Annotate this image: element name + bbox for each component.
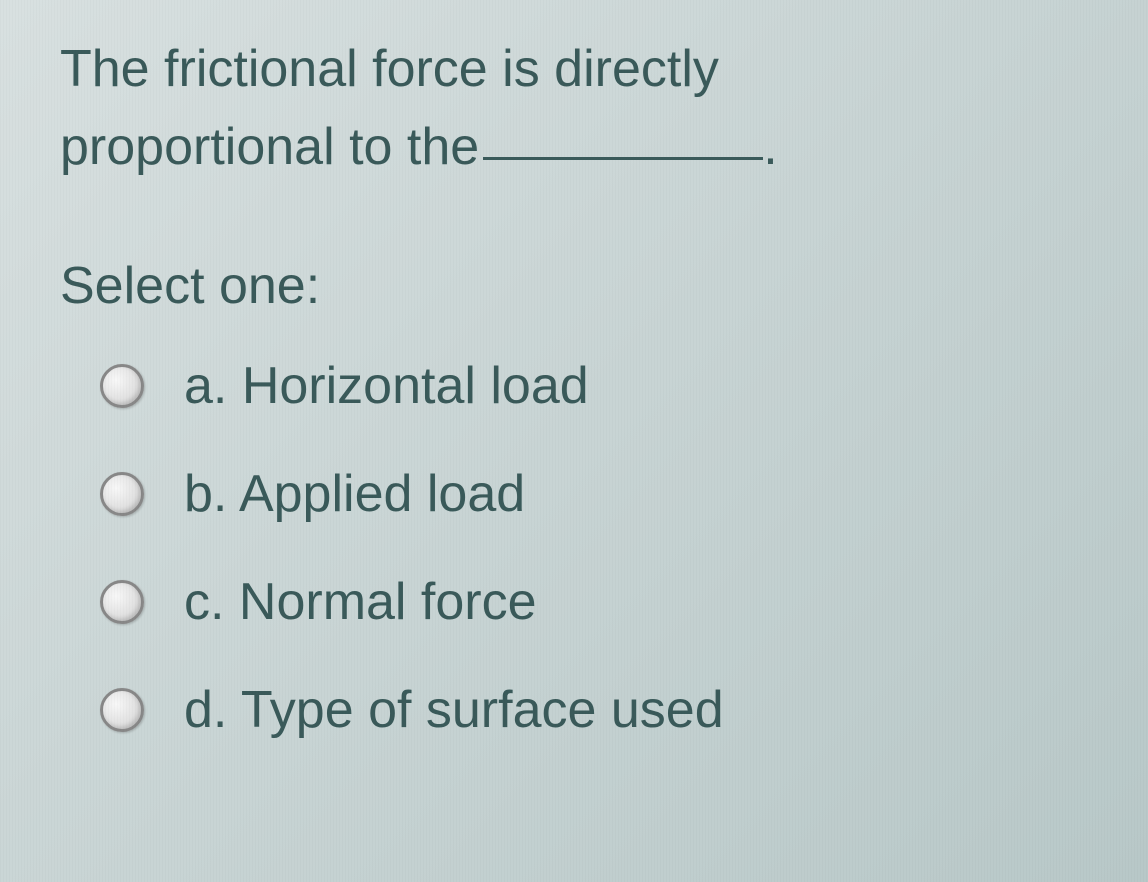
radio-button-c[interactable]	[100, 580, 144, 624]
options-container: a. Horizontal load b. Applied load c. No…	[60, 356, 1088, 740]
blank-line	[483, 157, 763, 160]
radio-button-a[interactable]	[100, 364, 144, 408]
option-label-b: b. Applied load	[184, 464, 525, 524]
option-text: Applied load	[239, 465, 525, 523]
option-label-a: a. Horizontal load	[184, 356, 589, 416]
option-text: Horizontal load	[242, 357, 589, 415]
option-c[interactable]: c. Normal force	[100, 572, 1088, 632]
option-label-c: c. Normal force	[184, 572, 537, 632]
option-a[interactable]: a. Horizontal load	[100, 356, 1088, 416]
option-text: Type of surface used	[241, 681, 724, 739]
radio-button-d[interactable]	[100, 688, 144, 732]
question-line1: The frictional force is directly	[60, 40, 719, 98]
select-prompt: Select one:	[60, 256, 1088, 316]
radio-button-b[interactable]	[100, 472, 144, 516]
option-label-d: d. Type of surface used	[184, 680, 724, 740]
option-letter: a.	[184, 357, 227, 415]
question-line2-prefix: proportional to the	[60, 118, 479, 176]
option-letter: b.	[184, 465, 227, 523]
option-text: Normal force	[239, 573, 537, 631]
question-text: The frictional force is directly proport…	[60, 30, 1088, 186]
question-line2-suffix: .	[763, 118, 777, 176]
option-d[interactable]: d. Type of surface used	[100, 680, 1088, 740]
option-letter: d.	[184, 681, 227, 739]
option-b[interactable]: b. Applied load	[100, 464, 1088, 524]
option-letter: c.	[184, 573, 224, 631]
